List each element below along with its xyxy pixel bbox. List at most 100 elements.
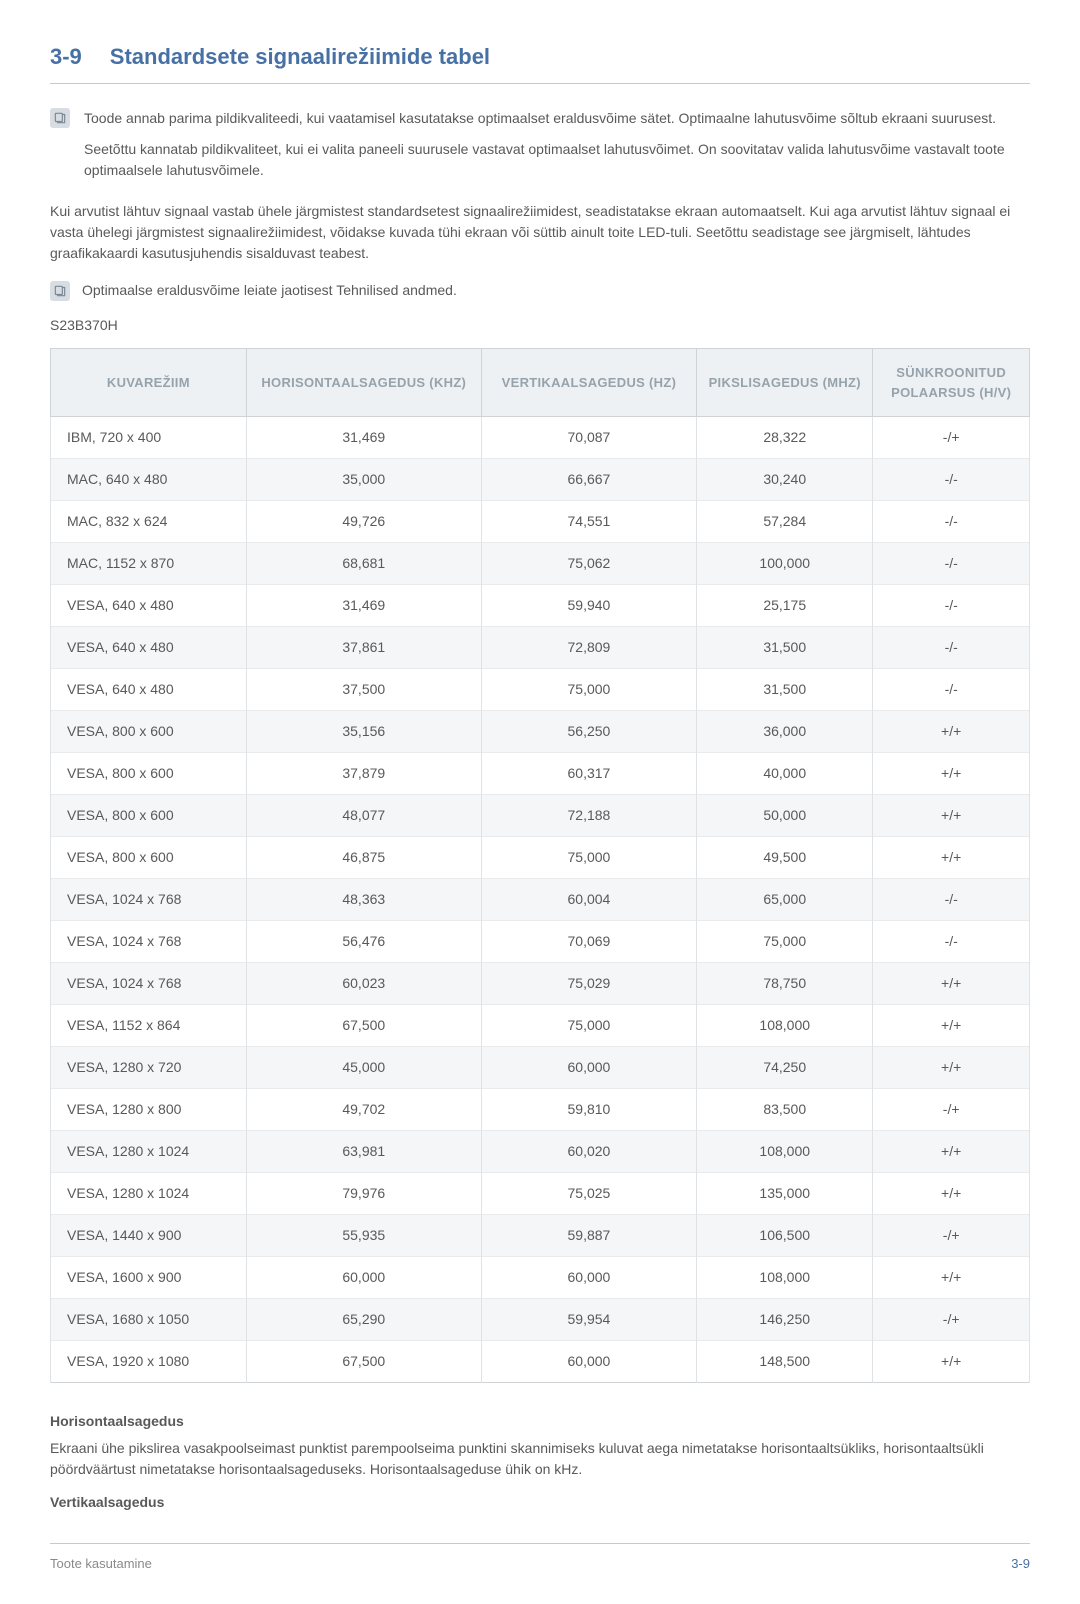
cell-mode: VESA, 800 x 600 [51, 795, 247, 837]
cell-pixclk: 75,000 [697, 921, 873, 963]
table-row: VESA, 800 x 60048,07772,18850,000+/+ [51, 795, 1030, 837]
cell-mode: IBM, 720 x 400 [51, 417, 247, 459]
table-row: VESA, 1680 x 105065,29059,954146,250-/+ [51, 1299, 1030, 1341]
cell-hfreq: 35,000 [246, 459, 481, 501]
signal-table: KUVAREŽIIM HORISONTAALSAGEDUS (KHZ) VERT… [50, 348, 1030, 1383]
cell-vfreq: 70,069 [481, 921, 696, 963]
cell-hfreq: 31,469 [246, 585, 481, 627]
cell-mode: VESA, 800 x 600 [51, 837, 247, 879]
cell-mode: MAC, 640 x 480 [51, 459, 247, 501]
cell-hfreq: 45,000 [246, 1047, 481, 1089]
cell-pol: -/+ [873, 1299, 1030, 1341]
cell-pixclk: 108,000 [697, 1005, 873, 1047]
th-pol: SÜNKROONITUD POLAARSUS (H/V) [873, 349, 1030, 417]
cell-mode: VESA, 1152 x 864 [51, 1005, 247, 1047]
table-row: VESA, 1440 x 90055,93559,887106,500-/+ [51, 1215, 1030, 1257]
cell-pixclk: 108,000 [697, 1131, 873, 1173]
model-label: S23B370H [50, 315, 1030, 336]
cell-vfreq: 75,029 [481, 963, 696, 1005]
cell-hfreq: 46,875 [246, 837, 481, 879]
cell-pol: +/+ [873, 1257, 1030, 1299]
cell-mode: VESA, 640 x 480 [51, 585, 247, 627]
cell-pixclk: 50,000 [697, 795, 873, 837]
cell-vfreq: 74,551 [481, 501, 696, 543]
cell-pol: -/- [873, 501, 1030, 543]
cell-mode: VESA, 1280 x 720 [51, 1047, 247, 1089]
table-row: VESA, 1920 x 108067,50060,000148,500+/+ [51, 1341, 1030, 1383]
def-h-body: Ekraani ühe pikslirea vasakpoolseimast p… [50, 1438, 1030, 1480]
cell-pixclk: 83,500 [697, 1089, 873, 1131]
cell-pixclk: 146,250 [697, 1299, 873, 1341]
table-row: VESA, 1280 x 102463,98160,020108,000+/+ [51, 1131, 1030, 1173]
cell-pol: -/- [873, 585, 1030, 627]
table-header-row: KUVAREŽIIM HORISONTAALSAGEDUS (KHZ) VERT… [51, 349, 1030, 417]
footer-left: Toote kasutamine [50, 1554, 152, 1574]
cell-hfreq: 68,681 [246, 543, 481, 585]
footer-page-number: 3-9 [1011, 1554, 1030, 1574]
cell-mode: MAC, 1152 x 870 [51, 543, 247, 585]
note-icon [50, 281, 70, 301]
table-row: VESA, 640 x 48037,86172,80931,500-/- [51, 627, 1030, 669]
th-pixclk: PIKSLISAGEDUS (MHZ) [697, 349, 873, 417]
cell-vfreq: 60,020 [481, 1131, 696, 1173]
page-footer: Toote kasutamine 3-9 [50, 1543, 1030, 1574]
cell-pol: -/- [873, 627, 1030, 669]
table-row: VESA, 800 x 60035,15656,25036,000+/+ [51, 711, 1030, 753]
cell-mode: VESA, 640 x 480 [51, 669, 247, 711]
note-icon [50, 108, 70, 128]
cell-mode: VESA, 640 x 480 [51, 627, 247, 669]
note2-text: Optimaalse eraldusvõime leiate jaotisest… [82, 280, 457, 301]
cell-mode: VESA, 800 x 600 [51, 711, 247, 753]
cell-vfreq: 59,810 [481, 1089, 696, 1131]
cell-pol: -/+ [873, 1089, 1030, 1131]
cell-pixclk: 100,000 [697, 543, 873, 585]
cell-mode: VESA, 1024 x 768 [51, 879, 247, 921]
table-row: MAC, 640 x 48035,00066,66730,240-/- [51, 459, 1030, 501]
cell-pixclk: 49,500 [697, 837, 873, 879]
cell-vfreq: 60,004 [481, 879, 696, 921]
cell-hfreq: 55,935 [246, 1215, 481, 1257]
table-row: IBM, 720 x 40031,46970,08728,322-/+ [51, 417, 1030, 459]
cell-vfreq: 60,000 [481, 1047, 696, 1089]
table-row: VESA, 1152 x 86467,50075,000108,000+/+ [51, 1005, 1030, 1047]
cell-pol: -/- [873, 669, 1030, 711]
cell-pixclk: 148,500 [697, 1341, 873, 1383]
table-row: VESA, 640 x 48031,46959,94025,175-/- [51, 585, 1030, 627]
cell-pol: +/+ [873, 753, 1030, 795]
th-hfreq: HORISONTAALSAGEDUS (KHZ) [246, 349, 481, 417]
cell-pixclk: 25,175 [697, 585, 873, 627]
cell-pol: -/- [873, 879, 1030, 921]
cell-pol: +/+ [873, 1131, 1030, 1173]
table-row: VESA, 800 x 60037,87960,31740,000+/+ [51, 753, 1030, 795]
cell-vfreq: 60,000 [481, 1257, 696, 1299]
cell-pixclk: 30,240 [697, 459, 873, 501]
cell-hfreq: 79,976 [246, 1173, 481, 1215]
cell-hfreq: 35,156 [246, 711, 481, 753]
cell-pixclk: 40,000 [697, 753, 873, 795]
cell-vfreq: 75,025 [481, 1173, 696, 1215]
cell-pixclk: 74,250 [697, 1047, 873, 1089]
cell-vfreq: 60,000 [481, 1341, 696, 1383]
cell-pol: -/+ [873, 417, 1030, 459]
cell-pixclk: 36,000 [697, 711, 873, 753]
cell-hfreq: 49,702 [246, 1089, 481, 1131]
table-row: VESA, 640 x 48037,50075,00031,500-/- [51, 669, 1030, 711]
cell-vfreq: 75,000 [481, 669, 696, 711]
table-row: VESA, 1024 x 76848,36360,00465,000-/- [51, 879, 1030, 921]
cell-pol: +/+ [873, 1047, 1030, 1089]
table-row: VESA, 1024 x 76860,02375,02978,750+/+ [51, 963, 1030, 1005]
section-heading: 3-9 Standardsete signaalirežiimide tabel [50, 40, 1030, 84]
cell-vfreq: 59,887 [481, 1215, 696, 1257]
cell-hfreq: 67,500 [246, 1005, 481, 1047]
cell-vfreq: 72,809 [481, 627, 696, 669]
def-v-title: Vertikaalsagedus [50, 1492, 1030, 1513]
note-block-1: Toode annab parima pildikvaliteedi, kui … [50, 108, 1030, 191]
cell-pixclk: 57,284 [697, 501, 873, 543]
cell-pol: -/- [873, 543, 1030, 585]
cell-vfreq: 70,087 [481, 417, 696, 459]
cell-pixclk: 135,000 [697, 1173, 873, 1215]
table-row: VESA, 1024 x 76856,47670,06975,000-/- [51, 921, 1030, 963]
cell-pol: +/+ [873, 1173, 1030, 1215]
cell-hfreq: 37,879 [246, 753, 481, 795]
cell-mode: VESA, 1024 x 768 [51, 963, 247, 1005]
